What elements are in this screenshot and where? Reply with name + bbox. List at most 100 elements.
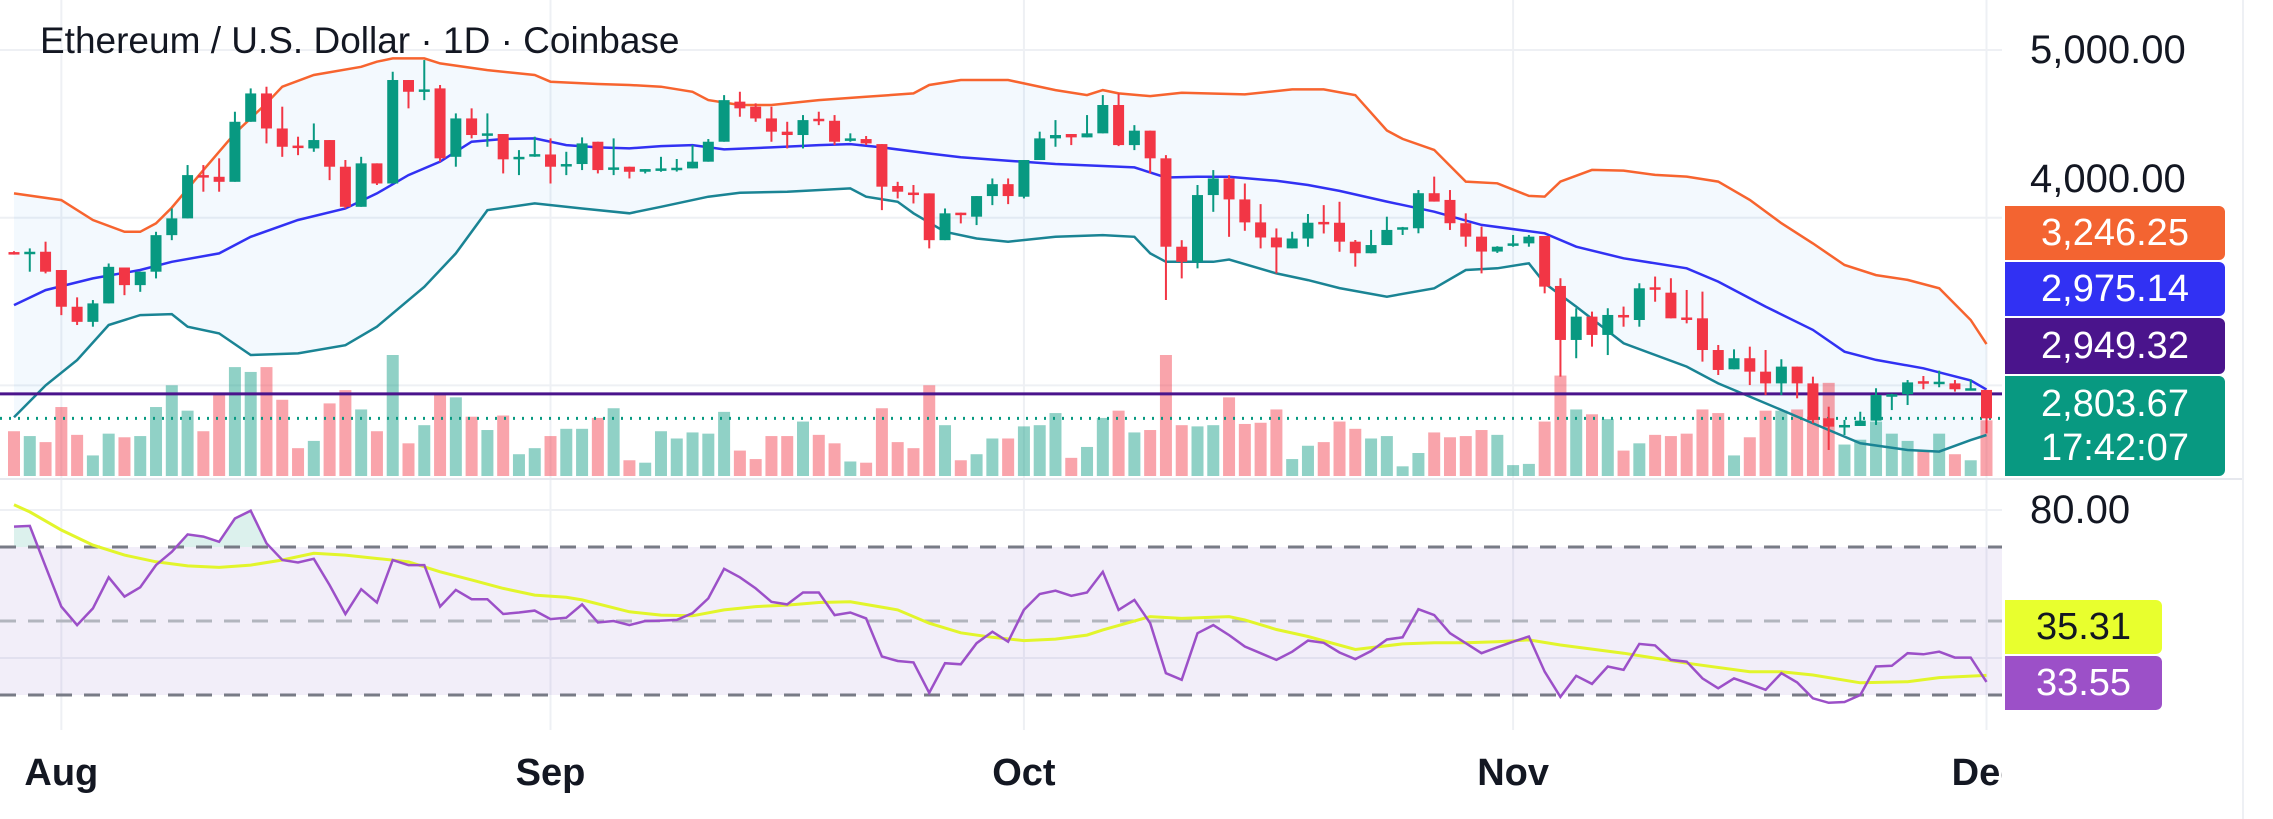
- candle: [1586, 311, 1598, 347]
- volume-bar: [1333, 421, 1346, 476]
- volume-bar: [260, 367, 273, 476]
- volume-bar: [1696, 409, 1709, 476]
- volume-bar: [1712, 413, 1725, 476]
- chart-title: Ethereum / U.S. Dollar · 1D · Coinbase: [40, 20, 680, 61]
- volume-bar: [1096, 417, 1109, 476]
- candle: [1744, 346, 1756, 386]
- volume-bar: [1854, 439, 1867, 476]
- candle: [687, 145, 699, 169]
- candle: [1081, 115, 1093, 138]
- volume-bar: [1980, 420, 1993, 476]
- price-axis-border: [2242, 0, 2244, 819]
- volume-bar: [55, 407, 68, 476]
- volume-bar: [781, 436, 794, 476]
- volume-bar: [1159, 355, 1172, 476]
- candle: [71, 297, 83, 326]
- volume-bar: [954, 460, 967, 476]
- candle-body: [150, 235, 162, 272]
- candle-body: [1428, 193, 1440, 202]
- volume-bar: [402, 443, 415, 476]
- bollinger-lower-line: [13, 187, 1987, 453]
- candle: [923, 193, 935, 249]
- candle: [1239, 183, 1251, 231]
- volume-bar: [1964, 460, 1977, 476]
- candle: [1854, 411, 1866, 426]
- candle: [229, 111, 241, 182]
- x-label-oct: Oct: [992, 752, 1056, 794]
- volume-bar: [1459, 436, 1472, 476]
- volume-bar: [465, 416, 478, 476]
- volume-bar: [1933, 433, 1946, 476]
- candle-body: [213, 176, 225, 182]
- candle-body: [1412, 193, 1424, 229]
- volume-bar: [686, 432, 699, 476]
- rsi-ma-line: [13, 503, 1987, 685]
- candle: [781, 121, 793, 149]
- candle-body: [434, 88, 446, 159]
- candle: [1633, 283, 1645, 327]
- candle: [797, 115, 809, 149]
- candle-body: [1286, 238, 1298, 249]
- time-axis[interactable]: Aug Sep Oct Nov Dec: [0, 740, 2002, 810]
- candle: [55, 270, 67, 316]
- candle-body: [418, 89, 430, 92]
- candle: [1917, 376, 1929, 390]
- rsi-label: 33.55: [2005, 656, 2162, 710]
- candle: [955, 212, 967, 224]
- candle-body: [1744, 358, 1756, 372]
- candle-body: [734, 101, 746, 109]
- candle-body: [1917, 381, 1929, 384]
- volume-bar: [939, 425, 952, 476]
- candle: [339, 160, 351, 209]
- candle-body: [1176, 246, 1188, 262]
- candle-body: [1523, 236, 1535, 244]
- candle: [829, 115, 841, 146]
- candle: [1034, 131, 1046, 161]
- volume-bar: [418, 425, 431, 476]
- volume-bar: [1112, 410, 1125, 476]
- candle-body: [1255, 222, 1267, 238]
- candle: [292, 136, 304, 156]
- candle: [1712, 344, 1724, 376]
- volume-bar: [1870, 421, 1883, 476]
- candle: [1412, 190, 1424, 234]
- price-tick-4000: 4,000.00: [2030, 157, 2186, 201]
- candle: [1491, 246, 1503, 253]
- candle: [1539, 235, 1551, 294]
- candle: [182, 165, 194, 219]
- volume-bar: [323, 403, 336, 476]
- candle-body: [1539, 235, 1551, 287]
- volume-bar: [560, 428, 573, 476]
- candle: [1523, 234, 1535, 247]
- candle-body: [560, 164, 572, 167]
- candle-body: [197, 175, 209, 178]
- pane-separator[interactable]: [0, 478, 2242, 480]
- candle-body: [1349, 241, 1361, 254]
- candle-body: [1239, 199, 1251, 223]
- candle-body: [844, 138, 856, 141]
- candle: [1176, 240, 1188, 279]
- volume-bar: [891, 442, 904, 476]
- volume-bar: [1017, 426, 1030, 476]
- volume-bar: [1507, 465, 1520, 476]
- volume-bar: [1301, 445, 1314, 476]
- candle: [1728, 349, 1740, 370]
- candle-body: [1981, 389, 1992, 419]
- candle-body: [371, 163, 383, 184]
- candle: [1144, 130, 1156, 174]
- candle-body: [1618, 314, 1630, 318]
- rsi-overbought-zone: [14, 510, 1987, 547]
- volume-bar: [292, 448, 305, 476]
- volume-bar: [1791, 409, 1804, 476]
- candle-body: [71, 306, 83, 322]
- candle-body: [1460, 223, 1472, 237]
- candle-body: [260, 93, 272, 129]
- candle: [1334, 201, 1346, 252]
- candle: [844, 133, 856, 142]
- candle: [40, 241, 52, 274]
- candle-body: [545, 154, 557, 167]
- volume-bar: [339, 390, 352, 476]
- volume-bar: [1128, 432, 1141, 476]
- volume-bar: [1365, 438, 1378, 476]
